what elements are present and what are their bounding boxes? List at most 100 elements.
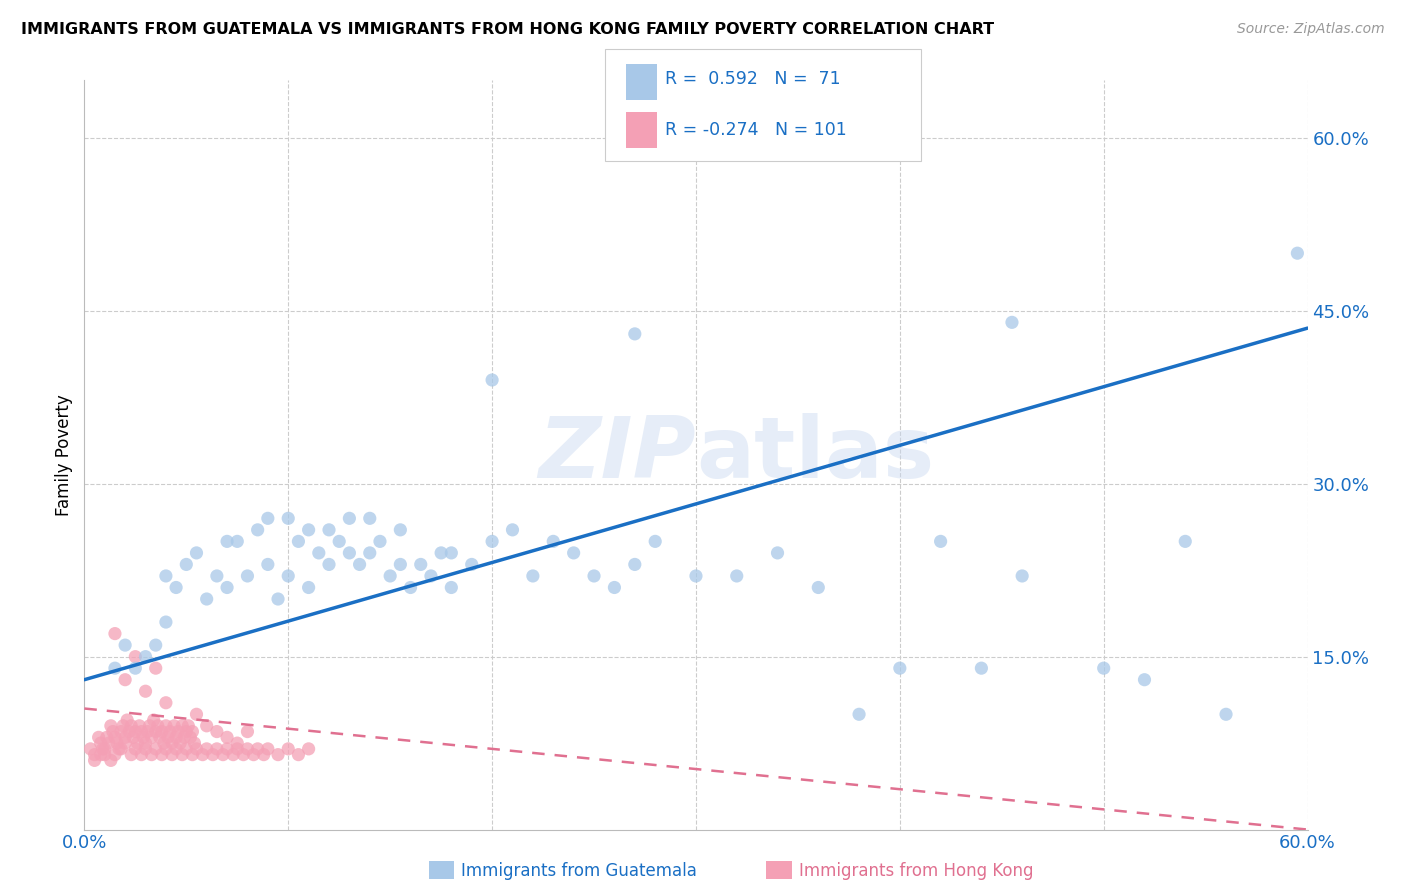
- Point: [232, 747, 254, 762]
- Point: [217, 742, 239, 756]
- Point: [135, 649, 157, 664]
- Text: IMMIGRANTS FROM GUATEMALA VS IMMIGRANTS FROM HONG KONG FAMILY POVERTY CORRELATIO: IMMIGRANTS FROM GUATEMALA VS IMMIGRANTS …: [21, 22, 994, 37]
- Point: [155, 615, 177, 629]
- Point: [298, 523, 321, 537]
- Point: [104, 731, 127, 745]
- Point: [624, 326, 647, 341]
- Point: [543, 534, 565, 549]
- Point: [159, 724, 181, 739]
- Point: [118, 724, 141, 739]
- Point: [217, 534, 239, 549]
- Point: [169, 736, 191, 750]
- Point: [124, 742, 146, 756]
- Point: [97, 736, 120, 750]
- Point: [104, 747, 127, 762]
- Point: [848, 707, 870, 722]
- Point: [217, 731, 239, 745]
- Point: [124, 661, 146, 675]
- Point: [112, 719, 135, 733]
- Point: [318, 558, 340, 572]
- Point: [725, 569, 748, 583]
- Point: [167, 724, 190, 739]
- Point: [93, 747, 115, 762]
- Point: [298, 742, 321, 756]
- Point: [212, 747, 235, 762]
- Point: [644, 534, 666, 549]
- Point: [201, 747, 224, 762]
- Point: [87, 731, 110, 745]
- Point: [420, 569, 443, 583]
- Point: [277, 511, 299, 525]
- Point: [155, 696, 177, 710]
- Point: [226, 736, 249, 750]
- Point: [481, 373, 503, 387]
- Point: [359, 546, 381, 560]
- Point: [368, 534, 391, 549]
- Point: [136, 724, 159, 739]
- Point: [105, 736, 128, 750]
- Point: [603, 581, 626, 595]
- Point: [110, 724, 132, 739]
- Point: [100, 753, 122, 767]
- Point: [430, 546, 453, 560]
- Point: [96, 731, 118, 745]
- Point: [149, 731, 172, 745]
- Point: [1001, 315, 1024, 329]
- Point: [132, 731, 155, 745]
- Point: [1174, 534, 1197, 549]
- Point: [124, 724, 146, 739]
- Point: [481, 534, 503, 549]
- Point: [181, 747, 204, 762]
- Point: [114, 638, 136, 652]
- Point: [155, 569, 177, 583]
- Point: [135, 742, 157, 756]
- Point: [685, 569, 707, 583]
- Point: [359, 511, 381, 525]
- Point: [150, 747, 173, 762]
- Point: [131, 747, 153, 762]
- Point: [186, 742, 208, 756]
- Point: [163, 719, 186, 733]
- Point: [138, 719, 160, 733]
- Point: [160, 747, 183, 762]
- Point: [153, 736, 176, 750]
- Text: R = -0.274   N = 101: R = -0.274 N = 101: [665, 121, 846, 139]
- Point: [122, 731, 145, 745]
- Point: [242, 747, 264, 762]
- Point: [349, 558, 371, 572]
- Point: [177, 719, 200, 733]
- Point: [226, 742, 249, 756]
- Point: [461, 558, 484, 572]
- Point: [195, 592, 218, 607]
- Point: [440, 581, 463, 595]
- Point: [141, 731, 163, 745]
- Point: [120, 719, 142, 733]
- Point: [110, 742, 132, 756]
- Point: [257, 558, 280, 572]
- Point: [277, 569, 299, 583]
- Point: [246, 523, 269, 537]
- Point: [277, 742, 299, 756]
- Point: [186, 707, 208, 722]
- Point: [174, 558, 197, 572]
- Point: [83, 747, 105, 762]
- Point: [165, 731, 187, 745]
- Point: [145, 638, 167, 652]
- Point: [267, 747, 290, 762]
- Point: [90, 736, 112, 750]
- Text: Immigrants from Hong Kong: Immigrants from Hong Kong: [799, 862, 1033, 880]
- Point: [142, 713, 165, 727]
- Point: [108, 742, 131, 756]
- Point: [165, 742, 187, 756]
- Point: [114, 731, 136, 745]
- Point: [141, 747, 163, 762]
- Point: [146, 719, 169, 733]
- Point: [114, 673, 136, 687]
- Point: [1092, 661, 1115, 675]
- Point: [328, 534, 350, 549]
- Point: [100, 719, 122, 733]
- Point: [222, 747, 245, 762]
- Point: [93, 742, 115, 756]
- Point: [1011, 569, 1033, 583]
- Point: [236, 569, 259, 583]
